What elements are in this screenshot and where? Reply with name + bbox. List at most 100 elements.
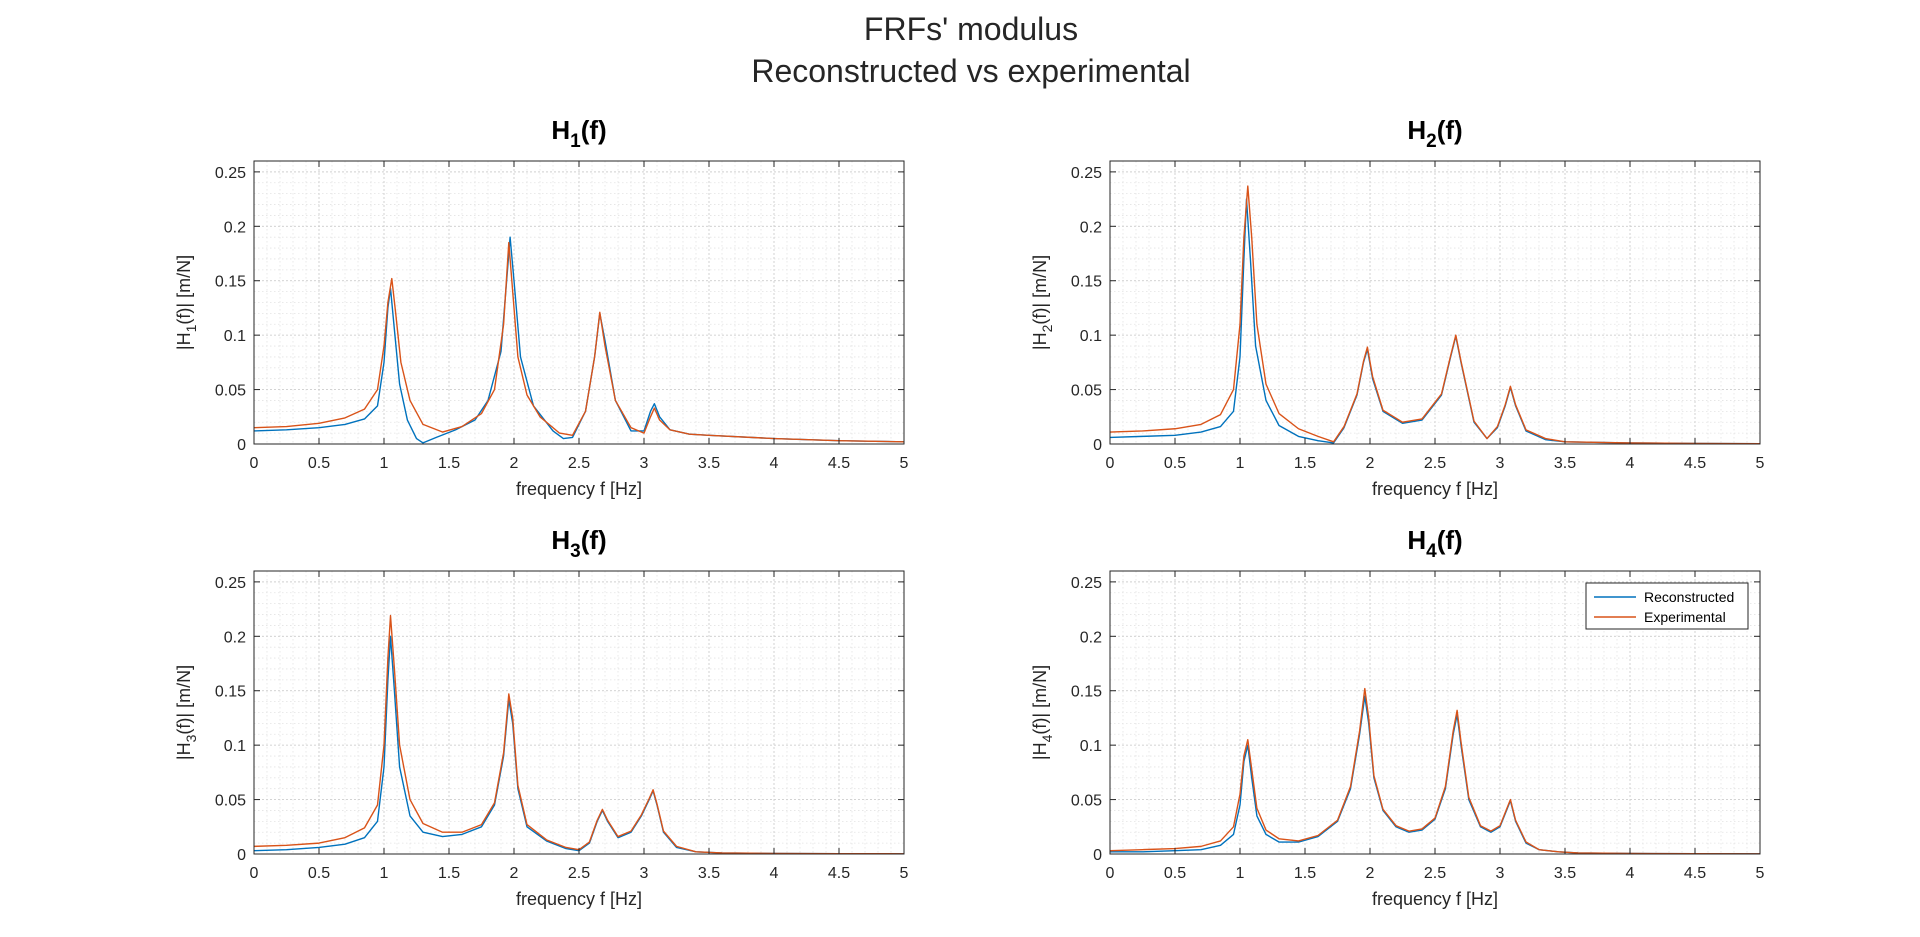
- subplot-title: H3(f): [551, 525, 606, 562]
- y-tick-label: 0: [1093, 437, 1102, 454]
- y-axis-label: |H2(f)| [m/N]: [1030, 255, 1055, 350]
- y-tick-label: 0.25: [215, 575, 246, 592]
- x-tick-label: 0.5: [308, 455, 330, 472]
- y-axis-label-post: (f)| [m/N]: [1030, 665, 1050, 735]
- y-tick-label: 0.1: [224, 328, 246, 345]
- y-axis-label-subscript: 3: [183, 734, 199, 742]
- y-axis-label-pre: |H: [174, 332, 194, 350]
- y-tick-label: 0.05: [215, 383, 246, 400]
- x-tick-label: 3: [640, 865, 649, 882]
- y-tick-label: 0.05: [215, 793, 246, 810]
- subplot-4: 0 0.5 1 1.5 2 2.5 3 3.5 4 4.5 5 0 0.05 0.1 0.15 0.2 0.25…: [1030, 525, 1765, 909]
- y-axis-label-pre: |H: [174, 742, 194, 760]
- subplot-1: 0 0.5 1 1.5 2 2.5 3 3.5 4 4.5 5 0 0.05 0.1 0.15 0.2 0.25…: [174, 115, 909, 499]
- x-tick-label: 5: [900, 865, 909, 882]
- subplot-title-subscript: 1: [570, 131, 581, 152]
- subplot-title-main: H: [1407, 115, 1426, 145]
- subplot-title-suffix: (f): [581, 525, 607, 555]
- x-tick-label: 4.5: [1684, 455, 1706, 472]
- y-tick-label: 0.25: [1071, 575, 1102, 592]
- subplot-title-main: H: [551, 115, 570, 145]
- y-tick-label: 0.15: [215, 274, 246, 291]
- x-tick-label: 2: [1366, 865, 1375, 882]
- figure-title-line1: FRFs' modulus: [864, 11, 1078, 47]
- y-tick-label: 0: [237, 437, 246, 454]
- x-tick-label: 0: [250, 455, 259, 472]
- y-tick-label: 0: [1093, 847, 1102, 864]
- x-tick-label: 2.5: [1424, 865, 1446, 882]
- y-tick-label: 0.1: [1080, 738, 1102, 755]
- x-tick-label: 2.5: [1424, 455, 1446, 472]
- subplot-2: 0 0.5 1 1.5 2 2.5 3 3.5 4 4.5 5 0 0.05 0.1 0.15 0.2 0.25…: [1030, 115, 1765, 499]
- x-tick-label: 4: [1626, 455, 1635, 472]
- y-tick-label: 0.2: [1080, 629, 1102, 646]
- ticks: [253, 571, 905, 855]
- ticks: [1109, 161, 1761, 445]
- x-tick-label: 3: [1496, 865, 1505, 882]
- x-axis-label: frequency f [Hz]: [516, 479, 642, 499]
- x-tick-label: 0.5: [1164, 455, 1186, 472]
- y-tick-label: 0: [237, 847, 246, 864]
- series-line-experimental: [254, 614, 904, 854]
- y-tick-label: 0.2: [224, 219, 246, 236]
- y-tick-label: 0.1: [1080, 328, 1102, 345]
- x-axis-label: frequency f [Hz]: [516, 889, 642, 909]
- y-tick-label: 0.05: [1071, 793, 1102, 810]
- x-tick-label: 1.5: [1294, 455, 1316, 472]
- y-tick-label: 0.15: [1071, 684, 1102, 701]
- y-axis-label: |H1(f)| [m/N]: [174, 255, 199, 350]
- y-axis-label: |H3(f)| [m/N]: [174, 665, 199, 760]
- y-tick-label: 0.15: [1071, 274, 1102, 291]
- x-tick-label: 3: [640, 455, 649, 472]
- x-tick-label: 1: [380, 455, 389, 472]
- subplot-title: H4(f): [1407, 525, 1462, 562]
- legend-box: [1585, 582, 1749, 630]
- x-tick-label: 2: [1366, 455, 1375, 472]
- x-tick-label: 2: [510, 455, 519, 472]
- subplot-title-subscript: 3: [570, 541, 581, 562]
- subplot-title-main: H: [551, 525, 570, 555]
- legend-entry-experimental: Experimental: [1644, 609, 1726, 625]
- subplot-title-suffix: (f): [1437, 525, 1463, 555]
- y-tick-label: 0.25: [215, 165, 246, 182]
- subplot-grid: 0 0.5 1 1.5 2 2.5 3 3.5 4 4.5 500.050.10.150.20.25…: [174, 115, 1765, 909]
- y-axis-label-post: (f)| [m/N]: [174, 255, 194, 325]
- series-line-experimental: [1110, 185, 1760, 444]
- subplot-title-suffix: (f): [581, 115, 607, 145]
- x-tick-label: 1.5: [1294, 865, 1316, 882]
- x-tick-label: 0: [1106, 455, 1115, 472]
- y-axis-label-subscript: 1: [183, 324, 199, 332]
- series-line-experimental: [254, 241, 904, 443]
- subplot-title: H1(f): [551, 115, 606, 152]
- x-tick-label: 0.5: [308, 865, 330, 882]
- x-axis-label: frequency f [Hz]: [1372, 889, 1498, 909]
- figure-title-line2: Reconstructed vs experimental: [751, 53, 1190, 89]
- y-tick-label: 0.05: [1071, 383, 1102, 400]
- subplot-title-subscript: 2: [1426, 131, 1437, 152]
- y-tick-label: 0.25: [1071, 165, 1102, 182]
- y-axis-label-pre: |H: [1030, 742, 1050, 760]
- x-tick-label: 5: [1756, 865, 1765, 882]
- x-tick-label: 2.5: [568, 865, 590, 882]
- y-axis-label-subscript: 4: [1039, 734, 1055, 742]
- x-tick-label: 5: [900, 455, 909, 472]
- y-axis-label: |H4(f)| [m/N]: [1030, 665, 1055, 760]
- subplot-title-main: H: [1407, 525, 1426, 555]
- legend: Reconstructed Experimental: [1585, 582, 1749, 630]
- y-axis-label-subscript: 2: [1039, 324, 1055, 332]
- x-tick-label: 4.5: [828, 865, 850, 882]
- x-tick-label: 3.5: [1554, 865, 1576, 882]
- subplot-title-suffix: (f): [1437, 115, 1463, 145]
- x-tick-label: 3.5: [1554, 455, 1576, 472]
- y-tick-label: 0.1: [224, 738, 246, 755]
- x-tick-label: 2: [510, 865, 519, 882]
- ticks: [253, 161, 905, 445]
- x-tick-label: 1: [380, 865, 389, 882]
- x-axis-label: frequency f [Hz]: [1372, 479, 1498, 499]
- x-tick-label: 1.5: [438, 455, 460, 472]
- x-tick-label: 1: [1236, 455, 1245, 472]
- y-tick-label: 0.2: [224, 629, 246, 646]
- x-tick-label: 4: [770, 865, 779, 882]
- ticks: [1109, 571, 1761, 855]
- x-tick-label: 2.5: [568, 455, 590, 472]
